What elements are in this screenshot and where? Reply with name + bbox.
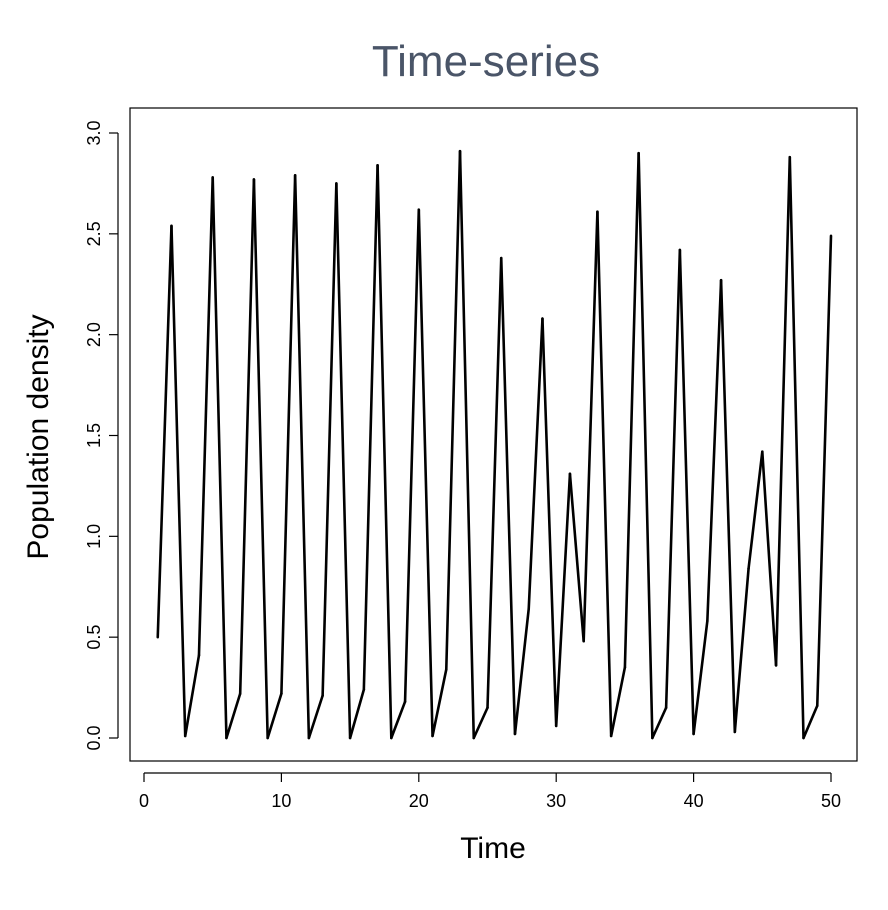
series-segment: [788, 155, 805, 740]
series-segment: [637, 151, 654, 740]
series-segment: [458, 149, 476, 740]
series-segment: [197, 176, 214, 657]
series-segment: [225, 692, 242, 740]
series-segment: [211, 176, 228, 740]
y-tick-label: 2.0: [84, 322, 104, 347]
y-tick-label: 0.0: [84, 725, 104, 750]
series-segment: [747, 450, 764, 570]
series-segment: [596, 210, 613, 738]
series-segment: [678, 248, 695, 736]
y-axis: 0.0 0.5 1.0 1.5 2.0 2.5 3.0: [84, 120, 119, 751]
series-segment: [472, 706, 489, 740]
series-segment: [362, 163, 379, 691]
y-tick-label: 1.0: [84, 524, 104, 549]
series-segment: [376, 163, 393, 740]
x-tick-label: 0: [139, 791, 149, 811]
series-segment: [582, 210, 599, 643]
series-segment: [554, 472, 572, 728]
series-segment: [815, 234, 833, 708]
series-segment: [348, 688, 366, 740]
series-segment: [431, 668, 448, 738]
series-segment: [307, 694, 324, 740]
series-segment: [719, 278, 737, 734]
x-axis: 0 10 20 30 40 50: [139, 772, 841, 811]
x-tick-label: 30: [546, 791, 566, 811]
x-axis-label: Time: [460, 832, 526, 865]
series-segment: [238, 178, 256, 695]
x-tick-label: 20: [409, 791, 429, 811]
series-segment: [692, 619, 709, 736]
series-segment: [609, 666, 627, 738]
series-segment: [623, 151, 640, 669]
plot-area: [129, 107, 858, 762]
series-segment: [760, 450, 778, 667]
y-tick-label: 0.5: [84, 625, 104, 650]
series-segment: [293, 174, 311, 740]
chart-title: Time-series: [372, 37, 600, 86]
series-segment: [774, 155, 792, 667]
series-segment: [321, 182, 338, 697]
series-segment: [486, 256, 503, 710]
series-segment: [403, 208, 421, 704]
series-segment: [541, 317, 558, 728]
series-segment: [664, 248, 682, 710]
series-layer: [156, 149, 833, 740]
series-segment: [170, 224, 187, 738]
x-tick-label: 50: [821, 791, 841, 811]
series-segment: [513, 607, 531, 736]
x-tick-label: 40: [684, 791, 704, 811]
y-tick-label: 2.5: [84, 221, 104, 246]
series-line: [156, 149, 833, 740]
series-segment: [568, 472, 585, 643]
series-segment: [706, 278, 723, 623]
x-tick-label: 10: [271, 791, 291, 811]
y-tick-label: 1.5: [84, 423, 104, 448]
series-segment: [651, 706, 668, 740]
series-segment: [156, 224, 173, 639]
series-segment: [335, 182, 352, 740]
series-segment: [252, 178, 269, 740]
series-segment: [266, 692, 283, 740]
series-segment: [417, 208, 434, 738]
series-segment: [527, 317, 544, 611]
series-segment: [390, 700, 407, 740]
series-segment: [444, 149, 462, 671]
series-segment: [280, 174, 297, 695]
y-tick-label: 3.0: [84, 120, 104, 145]
series-segment: [733, 567, 750, 734]
series-segment: [802, 704, 819, 740]
series-segment: [499, 256, 517, 736]
y-axis-label: Population density: [22, 314, 55, 559]
series-segment: [183, 654, 201, 738]
